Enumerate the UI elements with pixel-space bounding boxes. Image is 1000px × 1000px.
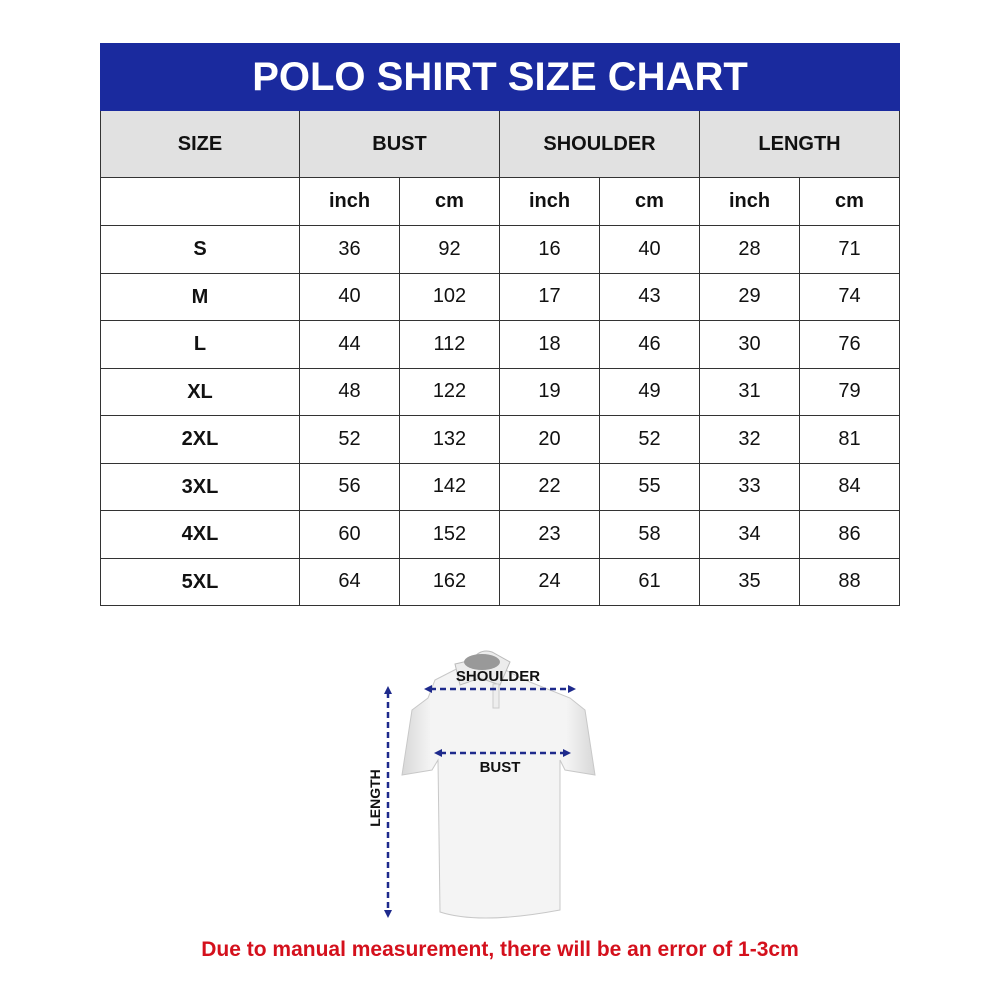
header-shoulder: SHOULDER <box>499 110 700 178</box>
value-cell: 29 <box>699 272 800 321</box>
value-cell: 43 <box>599 272 700 321</box>
size-cell: 4XL <box>100 510 300 559</box>
unit-header: inch <box>499 177 600 226</box>
header-size: SIZE <box>100 110 300 178</box>
value-cell: 16 <box>499 225 600 274</box>
table-row: L 44 112 18 46 30 76 <box>100 320 900 369</box>
size-cell: L <box>100 320 300 369</box>
value-cell: 31 <box>699 367 800 416</box>
table-row: 3XL 56 142 22 55 33 84 <box>100 462 900 511</box>
value-cell: 32 <box>699 415 800 464</box>
size-cell: 3XL <box>100 462 300 511</box>
value-cell: 76 <box>799 320 900 369</box>
value-cell: 84 <box>799 462 900 511</box>
chart-title: POLO SHIRT SIZE CHART <box>100 43 900 111</box>
table-row: 2XL 52 132 20 52 32 81 <box>100 415 900 464</box>
shirt-diagram: SHOULDER BUST LENGTH <box>367 650 596 919</box>
value-cell: 40 <box>599 225 700 274</box>
bust-label: BUST <box>480 759 521 776</box>
value-cell: 35 <box>699 557 800 606</box>
value-cell: 122 <box>399 367 500 416</box>
value-cell: 92 <box>399 225 500 274</box>
shoulder-label: SHOULDER <box>456 668 540 685</box>
value-cell: 79 <box>799 367 900 416</box>
table-row: M 40 102 17 43 29 74 <box>100 272 900 321</box>
value-cell: 22 <box>499 462 600 511</box>
value-cell: 52 <box>599 415 700 464</box>
empty-cell <box>100 177 300 226</box>
value-cell: 48 <box>299 367 400 416</box>
size-cell: S <box>100 225 300 274</box>
value-cell: 24 <box>499 557 600 606</box>
value-cell: 40 <box>299 272 400 321</box>
unit-header: cm <box>799 177 900 226</box>
value-cell: 44 <box>299 320 400 369</box>
value-cell: 60 <box>299 510 400 559</box>
size-cell: 5XL <box>100 557 300 606</box>
length-label: LENGTH <box>367 769 383 827</box>
value-cell: 142 <box>399 462 500 511</box>
value-cell: 36 <box>299 225 400 274</box>
shirt-body <box>401 661 596 919</box>
unit-header: cm <box>399 177 500 226</box>
size-cell: M <box>100 272 300 321</box>
value-cell: 55 <box>599 462 700 511</box>
value-cell: 152 <box>399 510 500 559</box>
value-cell: 61 <box>599 557 700 606</box>
table-row: 5XL 64 162 24 61 35 88 <box>100 557 900 606</box>
value-cell: 74 <box>799 272 900 321</box>
value-cell: 132 <box>399 415 500 464</box>
value-cell: 23 <box>499 510 600 559</box>
value-cell: 56 <box>299 462 400 511</box>
value-cell: 18 <box>499 320 600 369</box>
value-cell: 30 <box>699 320 800 369</box>
value-cell: 58 <box>599 510 700 559</box>
unit-header: inch <box>299 177 400 226</box>
value-cell: 19 <box>499 367 600 416</box>
size-chart-table: POLO SHIRT SIZE CHART SIZE BUST SHOULDER… <box>100 43 900 606</box>
value-cell: 112 <box>399 320 500 369</box>
value-cell: 102 <box>399 272 500 321</box>
table-row: 4XL 60 152 23 58 34 86 <box>100 510 900 559</box>
value-cell: 34 <box>699 510 800 559</box>
size-cell: 2XL <box>100 415 300 464</box>
value-cell: 20 <box>499 415 600 464</box>
value-cell: 88 <box>799 557 900 606</box>
header-bust: BUST <box>299 110 500 178</box>
value-cell: 71 <box>799 225 900 274</box>
measurement-note: Due to manual measurement, there will be… <box>201 938 799 961</box>
value-cell: 46 <box>599 320 700 369</box>
table-row: S 36 92 16 40 28 71 <box>100 225 900 274</box>
table-row: XL 48 122 19 49 31 79 <box>100 367 900 416</box>
value-cell: 81 <box>799 415 900 464</box>
unit-header: cm <box>599 177 700 226</box>
value-cell: 49 <box>599 367 700 416</box>
value-cell: 28 <box>699 225 800 274</box>
size-cell: XL <box>100 367 300 416</box>
value-cell: 33 <box>699 462 800 511</box>
value-cell: 86 <box>799 510 900 559</box>
unit-header: inch <box>699 177 800 226</box>
value-cell: 162 <box>399 557 500 606</box>
value-cell: 17 <box>499 272 600 321</box>
value-cell: 64 <box>299 557 400 606</box>
value-cell: 52 <box>299 415 400 464</box>
header-length: LENGTH <box>699 110 900 178</box>
